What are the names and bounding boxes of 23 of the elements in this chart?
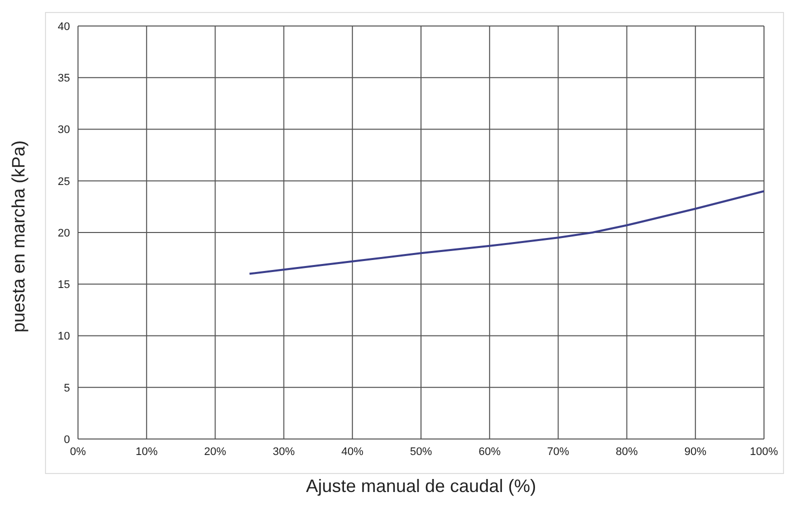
x-axis-title: Ajuste manual de caudal (%)	[306, 476, 536, 496]
x-tick-label: 30%	[272, 446, 296, 458]
x-tick-label: 40%	[341, 446, 364, 458]
y-tick-label: 35	[58, 72, 70, 85]
x-tick-label: 90%	[684, 446, 707, 458]
y-tick-label: 40	[58, 20, 70, 33]
x-tick-label: 60%	[478, 446, 501, 458]
y-tick-label: 30	[58, 124, 70, 136]
x-tick-label: 0%	[70, 446, 86, 458]
y-tick-label: 20	[58, 227, 70, 240]
y-tick-label: 5	[64, 382, 70, 394]
x-tick-label: 70%	[547, 446, 570, 458]
x-tick-label: 10%	[136, 446, 158, 458]
x-tick-label: 50%	[410, 446, 432, 458]
y-tick-label: 10	[58, 330, 70, 343]
x-tick-label: 80%	[616, 446, 638, 458]
y-tick-label: 25	[58, 176, 70, 188]
y-tick-label: 15	[58, 279, 70, 292]
x-tick-label: 100%	[750, 446, 778, 458]
line-series	[248, 190, 764, 275]
x-tick-label: 20%	[204, 446, 226, 458]
y-tick-label: 0	[64, 434, 70, 446]
y-axis-title: puesta en marcha (kPa)	[8, 140, 28, 332]
